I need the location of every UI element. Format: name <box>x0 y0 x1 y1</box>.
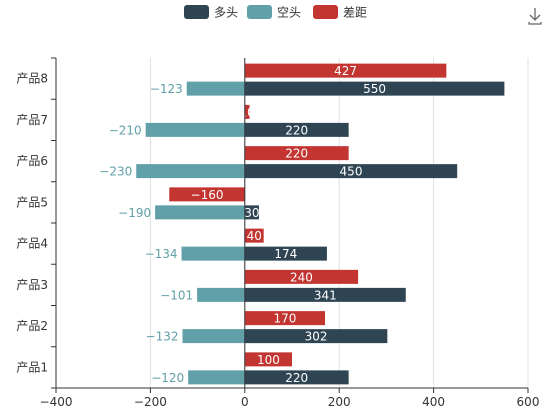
data-label-gap: −160 <box>191 188 224 202</box>
legend-swatch-1[interactable] <box>184 5 209 19</box>
legend: 多头 空头 差距 <box>184 5 367 20</box>
bar-short[interactable] <box>182 329 245 344</box>
bar-long[interactable] <box>244 81 505 96</box>
legend-label-1[interactable]: 多头 <box>214 6 238 20</box>
bar-short[interactable] <box>197 287 245 302</box>
category-label: 产品5 <box>16 195 48 209</box>
category-label: 产品4 <box>16 237 48 251</box>
data-label-long: 450 <box>340 165 363 179</box>
data-label-short: −190 <box>118 206 151 220</box>
bar-gap[interactable] <box>244 146 349 161</box>
x-tick-label: 600 <box>517 395 540 409</box>
bar-short[interactable] <box>136 164 245 179</box>
bar-gap[interactable] <box>244 228 264 243</box>
plot-area: 100 −120 220 170 −132 302 240 −101 341 40 −134 174 −… <box>99 63 505 385</box>
data-label-long: 220 <box>285 123 308 137</box>
data-label-gap: 40 <box>247 229 262 243</box>
bar-short[interactable] <box>188 370 245 385</box>
data-label-long: 341 <box>314 288 337 302</box>
data-label-short: −132 <box>146 330 179 344</box>
data-label-short: −123 <box>150 82 183 96</box>
data-label-gap: 220 <box>285 147 308 161</box>
data-label-long: 174 <box>274 247 297 261</box>
x-tick-label: 200 <box>328 395 351 409</box>
category-label: 产品1 <box>16 360 48 374</box>
bar-gap[interactable] <box>244 311 326 326</box>
legend-swatch-2[interactable] <box>247 5 272 19</box>
bar-gap[interactable] <box>244 269 359 284</box>
category-label: 产品6 <box>16 154 48 168</box>
data-label-short: −101 <box>160 288 193 302</box>
data-label-long: 220 <box>285 371 308 385</box>
x-tick-label: 0 <box>241 395 249 409</box>
data-label-short: −210 <box>109 123 142 137</box>
data-label-long: 550 <box>363 82 386 96</box>
bar-long[interactable] <box>244 122 349 137</box>
bar-gap[interactable] <box>244 352 292 367</box>
data-label-gap: 170 <box>273 312 296 326</box>
bar-long[interactable] <box>244 246 327 261</box>
data-label-gap: 240 <box>290 270 313 284</box>
legend-label-2[interactable]: 空头 <box>277 6 301 20</box>
category-label: 产品3 <box>16 278 48 292</box>
data-label-long: 302 <box>305 330 328 344</box>
data-label-gap: 10 <box>240 105 255 119</box>
x-tick-label: −400 <box>40 395 73 409</box>
data-label-gap: 427 <box>334 64 357 78</box>
data-label-gap: 100 <box>257 353 280 367</box>
axes: 产品1 产品2 产品3 产品4 产品5 产品6 产品7 产品8 −400 −200 0 200 400 6… <box>16 57 540 409</box>
bar-long[interactable] <box>244 164 458 179</box>
category-label: 产品2 <box>16 319 48 333</box>
download-icon[interactable] <box>524 4 546 26</box>
data-label-short: −120 <box>151 371 184 385</box>
bar-gap[interactable] <box>244 63 447 78</box>
category-label: 产品7 <box>16 113 48 127</box>
data-label-short: −134 <box>145 247 178 261</box>
bar-long[interactable] <box>244 370 349 385</box>
legend-swatch-3[interactable] <box>313 5 338 19</box>
x-tick-label: −200 <box>134 395 167 409</box>
bar-gap[interactable] <box>244 104 250 119</box>
bar-short[interactable] <box>186 81 245 96</box>
legend-label-3[interactable]: 差距 <box>343 6 367 20</box>
data-label-long: 30 <box>244 206 259 220</box>
bar-gap[interactable] <box>169 187 245 202</box>
category-label: 产品8 <box>16 72 48 86</box>
bar-short[interactable] <box>145 122 245 137</box>
data-label-short: −230 <box>99 165 132 179</box>
bar-short[interactable] <box>181 246 245 261</box>
bar-long[interactable] <box>244 287 406 302</box>
bar-long[interactable] <box>244 329 388 344</box>
bar-long[interactable] <box>244 205 259 220</box>
x-tick-label: 400 <box>422 395 445 409</box>
bar-short[interactable] <box>155 205 245 220</box>
